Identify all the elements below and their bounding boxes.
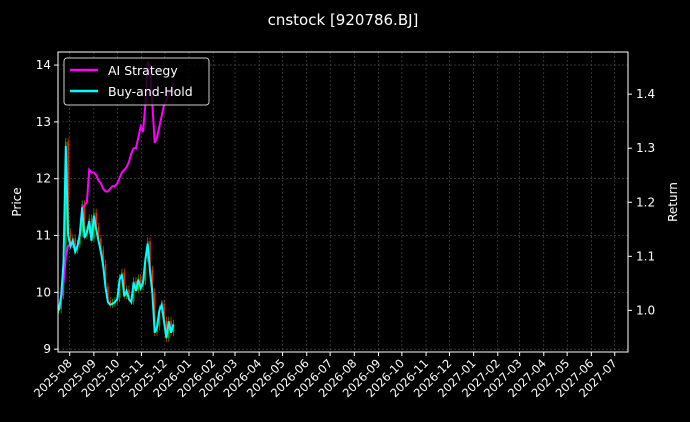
legend-box xyxy=(63,57,210,106)
y2-tick-label: 1.1 xyxy=(636,249,655,263)
candle-body xyxy=(153,292,156,333)
y-ticks: 9 10 11 12 13 14 xyxy=(36,58,58,356)
y-tick-label: 10 xyxy=(36,285,51,299)
candle-body xyxy=(95,212,98,227)
x-ticks: 2025-082025-092025-102025-112025-122026-… xyxy=(31,352,620,400)
candle-body xyxy=(132,280,135,301)
candle-body xyxy=(104,263,107,287)
candle-body xyxy=(74,238,76,250)
candle-body xyxy=(90,218,93,239)
chart-title: cnstock [920786.BJ] xyxy=(268,11,419,29)
y-tick-label: 11 xyxy=(36,229,51,243)
y-axis-label: Price xyxy=(10,187,24,216)
y-tick-label: 13 xyxy=(36,115,51,129)
series-buy-and-hold xyxy=(58,145,175,339)
candle-body xyxy=(67,141,69,233)
candle-body xyxy=(100,238,102,250)
candle-body xyxy=(128,289,130,299)
candle-body xyxy=(151,269,154,293)
candle-body xyxy=(83,204,86,236)
y2-tick-label: 1.3 xyxy=(636,141,655,155)
y2-tick-label: 1.4 xyxy=(636,87,655,101)
y2-axis-label: Return xyxy=(666,182,680,222)
candle-body xyxy=(165,320,168,338)
y-tick-label: 9 xyxy=(43,342,51,356)
candles xyxy=(57,137,175,342)
candle-body xyxy=(64,141,67,262)
candle-body xyxy=(109,300,112,304)
legend: AI Strategy Buy-and-Hold xyxy=(63,57,210,106)
candle-body xyxy=(158,309,161,327)
y2-ticks: 1.0 1.1 1.2 1.3 1.4 xyxy=(628,87,655,317)
candle-body xyxy=(170,320,172,333)
legend-label-ai-strategy: AI Strategy xyxy=(108,63,178,78)
candle-body xyxy=(69,232,72,245)
candle-body xyxy=(97,227,100,239)
y2-tick-label: 1.0 xyxy=(636,303,655,317)
candle-body xyxy=(149,241,151,270)
candle-body xyxy=(167,320,170,338)
candle-body xyxy=(139,278,142,287)
candle-body xyxy=(135,280,137,290)
y2-tick-label: 1.2 xyxy=(636,195,655,209)
candle-body xyxy=(102,249,105,264)
y-tick-label: 12 xyxy=(36,172,51,186)
lines xyxy=(58,61,175,339)
y-tick-label: 14 xyxy=(36,58,51,72)
candle-body xyxy=(123,272,126,296)
candle-body xyxy=(163,303,165,321)
legend-label-buy-and-hold: Buy-and-Hold xyxy=(108,84,193,99)
candle-body xyxy=(107,286,109,301)
